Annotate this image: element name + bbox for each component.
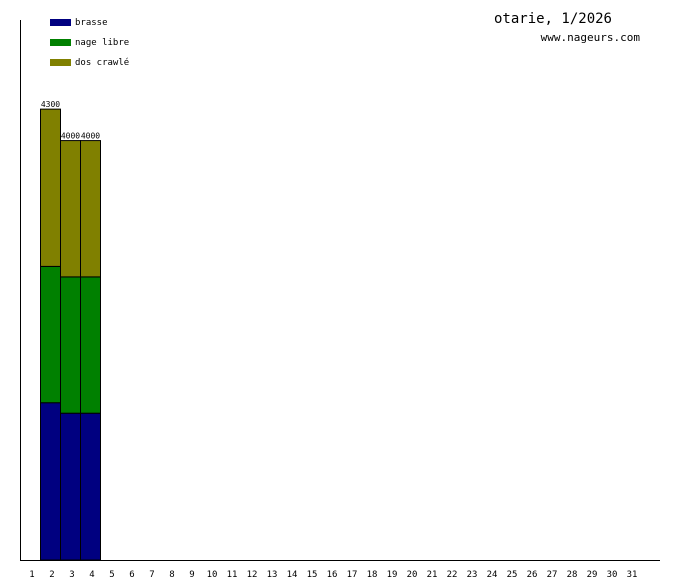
x-tick-label: 11 [227, 570, 238, 580]
x-tick-label: 14 [287, 570, 298, 580]
x-tick-label: 30 [607, 570, 618, 580]
bar-day-3-brasse [60, 412, 81, 561]
x-tick-label: 23 [467, 570, 478, 580]
x-tick-label: 7 [149, 570, 154, 580]
x-tick-label: 31 [627, 570, 638, 580]
x-tick-label: 6 [129, 570, 134, 580]
x-tick-label: 24 [487, 570, 498, 580]
legend-swatch-1 [50, 39, 71, 46]
total-labels: 4300 4000 4000 [41, 100, 100, 140]
bar-day-2-brasse [40, 402, 61, 561]
legend-label-1: nage libre [75, 38, 129, 48]
x-tick-label: 13 [267, 570, 278, 580]
x-tick-label: 20 [407, 570, 418, 580]
x-tick-label: 21 [427, 570, 438, 580]
bar-day-4-nage-libre [80, 276, 101, 414]
x-tick-label: 1 [29, 570, 34, 580]
x-tick-label: 17 [347, 570, 358, 580]
total-label-day-2: 4300 [41, 100, 60, 109]
x-tick-label: 19 [387, 570, 398, 580]
bars [40, 108, 101, 561]
x-tick-label: 26 [527, 570, 538, 580]
bar-day-2-dos-crawlé [40, 108, 61, 267]
x-tick-label: 29 [587, 570, 598, 580]
x-tick-label: 12 [247, 570, 258, 580]
x-tick-label: 28 [567, 570, 578, 580]
x-tick-label: 15 [307, 570, 318, 580]
legend-label-2: dos crawlé [75, 57, 129, 68]
bar-day-4-dos-crawlé [80, 140, 101, 278]
x-tick-label: 9 [189, 570, 194, 580]
x-tick-label: 22 [447, 570, 458, 580]
chart-subtitle: www.nageurs.com [541, 31, 641, 44]
chart-title: otarie, 1/2026 [494, 11, 612, 27]
bar-day-2-nage-libre [40, 265, 61, 404]
legend-label-0: brasse [75, 18, 108, 28]
x-tick-label: 3 [69, 570, 74, 580]
bar-day-4-brasse [80, 412, 101, 561]
x-tick-label: 4 [89, 570, 94, 580]
total-label-day-4: 4000 [81, 132, 100, 141]
x-tick-label: 18 [367, 570, 378, 580]
legend: brasse nage libre dos crawlé [50, 18, 129, 68]
total-label-day-3: 4000 [61, 132, 80, 141]
legend-swatch-2 [50, 59, 71, 66]
bar-day-3-nage-libre [60, 276, 81, 414]
x-tick-label: 5 [109, 570, 114, 580]
x-tick-label: 27 [547, 570, 558, 580]
x-tick-labels: 1 2 3 4 5 6 7 8 9 10 11 12 13 14 15 16 17 18 19 20 21 22 23 24 2… [29, 570, 637, 580]
x-tick-label: 10 [207, 570, 218, 580]
bar-day-3-dos-crawlé [60, 140, 81, 278]
x-tick-label: 25 [507, 570, 518, 580]
x-tick-label: 8 [169, 570, 174, 580]
x-tick-label: 2 [49, 570, 54, 580]
x-tick-label: 16 [327, 570, 338, 580]
legend-swatch-0 [50, 19, 71, 26]
